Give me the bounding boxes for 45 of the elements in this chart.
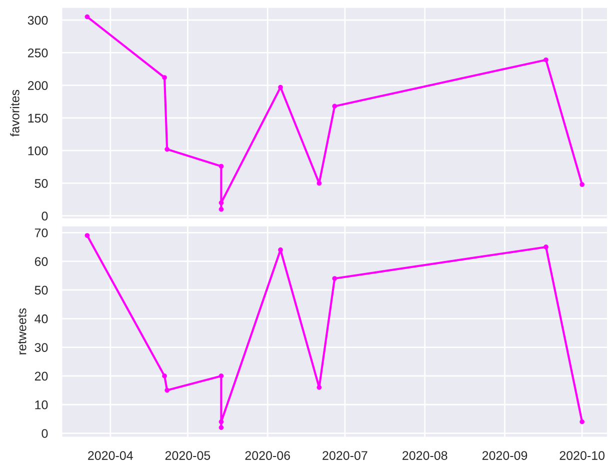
y-tick-label: 10: [35, 400, 48, 410]
x-tick-label: 2020-04: [88, 451, 133, 460]
y-tick-label: 70: [34, 228, 48, 238]
point: [218, 425, 224, 430]
y-tick-label: 20: [34, 372, 48, 381]
point: [218, 206, 224, 212]
y-axis-title: retweets: [18, 308, 26, 354]
point: [164, 388, 170, 393]
x-tick-label: 2020-06: [245, 451, 290, 460]
y-tick-label: 200: [28, 81, 48, 90]
x-tick-label: 2020-07: [322, 451, 368, 460]
point: [332, 276, 338, 281]
y-tick-label: 0: [42, 212, 48, 221]
point: [84, 14, 90, 20]
y-tick-label: 50: [34, 286, 48, 295]
point: [580, 182, 585, 187]
x-tick-label: 2020-08: [402, 451, 448, 460]
y-tick-label: 150: [28, 114, 48, 123]
y-tick-label: 250: [28, 48, 48, 58]
y-tick-label: 50: [34, 179, 48, 188]
point: [278, 84, 283, 90]
point: [278, 247, 283, 252]
y-tick-label: 0: [42, 429, 48, 438]
y-tick-label: 100: [28, 146, 48, 156]
y-tick-label: 40: [34, 314, 48, 324]
y-axis-title: favorites: [10, 90, 20, 137]
point: [580, 419, 585, 424]
point: [162, 374, 167, 378]
x-tick-label: 2020-05: [165, 451, 210, 460]
y-tick-label: 60: [34, 257, 48, 266]
x-tick-label: 2020-09: [482, 451, 528, 460]
point: [164, 146, 170, 152]
y-tick-label: 30: [34, 343, 48, 352]
point: [218, 374, 224, 378]
point: [544, 57, 548, 62]
point: [218, 164, 224, 169]
point: [162, 75, 167, 80]
point: [544, 244, 548, 250]
point: [218, 200, 224, 206]
point: [84, 233, 90, 238]
point: [316, 180, 322, 186]
point: [332, 104, 338, 109]
x-tick-label: 2020-10: [560, 451, 605, 460]
point: [218, 419, 224, 424]
y-tick-label: 300: [28, 16, 48, 25]
